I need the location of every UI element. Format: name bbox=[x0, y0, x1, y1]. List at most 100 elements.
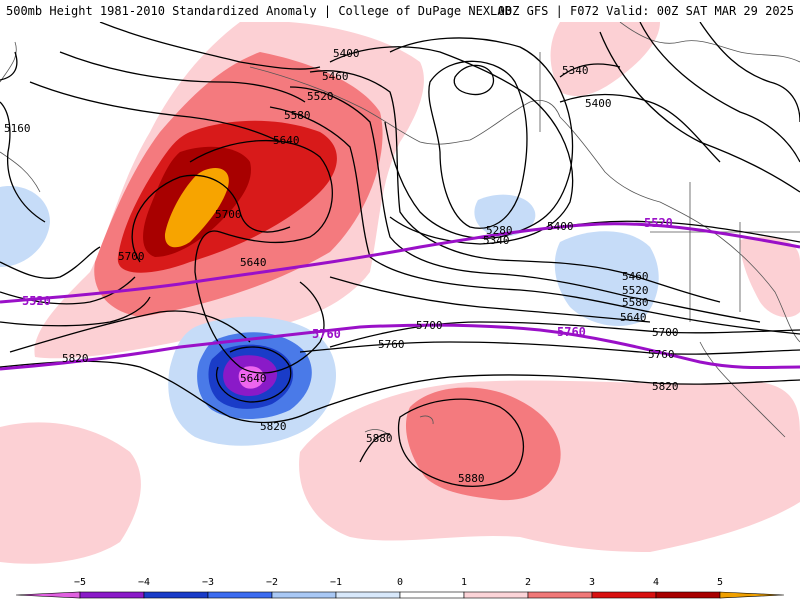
highlight-5520 bbox=[0, 222, 800, 304]
negative-anomaly-1-west bbox=[0, 186, 50, 267]
label-5460-b: 5460 bbox=[622, 270, 649, 283]
label-5880-b: 5880 bbox=[458, 472, 485, 485]
label-5820-b: 5820 bbox=[260, 420, 287, 433]
contour-5640-east bbox=[329, 276, 651, 323]
legend-swatch bbox=[143, 591, 209, 599]
label-5520-hl-a: 5520 bbox=[22, 294, 51, 308]
label-5880-a: 5880 bbox=[366, 432, 393, 445]
label-5520-b: 5520 bbox=[622, 284, 649, 297]
label-5760-hl-b: 5760 bbox=[557, 325, 586, 339]
coastline-canada bbox=[559, 116, 800, 343]
legend-tick-label: 4 bbox=[653, 577, 659, 588]
coastline-north bbox=[619, 22, 800, 63]
legend-tick-label: 2 bbox=[525, 577, 531, 588]
positive-anomaly-1-ne bbox=[550, 22, 660, 97]
legend-tick-label: −5 bbox=[74, 577, 86, 588]
legend-swatch bbox=[207, 591, 273, 599]
contour-5820 bbox=[0, 360, 800, 424]
contour-5340-ne bbox=[559, 63, 621, 78]
label-5640-d: 5640 bbox=[620, 311, 647, 324]
coastline-alaska bbox=[249, 66, 561, 145]
negative-anomaly-5-low bbox=[238, 366, 265, 389]
contour-5160 bbox=[0, 101, 46, 223]
contour-5880 bbox=[397, 398, 525, 487]
legend-colorbar bbox=[15, 591, 785, 599]
label-5340-a: 5340 bbox=[483, 234, 510, 247]
label-5520-hl-b: 5520 bbox=[644, 216, 673, 230]
legend-ticks: −5 −4 −3 −2 −1 0 1 2 3 4 5 bbox=[74, 577, 723, 588]
height-labels: 5160 5280 5340 5340 5400 5400 5400 5460 … bbox=[4, 47, 679, 485]
legend-swatch bbox=[399, 591, 465, 599]
label-5700-a: 5700 bbox=[215, 208, 242, 221]
label-5700-c: 5700 bbox=[416, 319, 443, 332]
contour-5400-east bbox=[559, 220, 800, 243]
legend-swatch bbox=[271, 591, 337, 599]
height-contours bbox=[0, 22, 800, 487]
label-5760-hl-a: 5760 bbox=[312, 327, 341, 341]
legend-tick-label: 1 bbox=[461, 577, 467, 588]
contour-5400-ne bbox=[559, 93, 721, 163]
label-5400-c: 5400 bbox=[547, 220, 574, 233]
label-5460-a: 5460 bbox=[322, 70, 349, 83]
legend-tick-label: 5 bbox=[717, 577, 723, 588]
contour-5280 bbox=[428, 60, 528, 229]
contour-5340 bbox=[384, 37, 574, 239]
model-valid-time: 00Z GFS | F072 Valid: 00Z SAT MAR 29 202… bbox=[497, 4, 794, 18]
contour-5400 bbox=[329, 46, 574, 245]
label-5640-c: 5640 bbox=[240, 372, 267, 385]
label-5760-a: 5760 bbox=[378, 338, 405, 351]
contour-5280-north bbox=[0, 51, 18, 81]
legend-swatch bbox=[591, 591, 657, 599]
label-5640-a: 5640 bbox=[273, 134, 300, 147]
legend-tick-label: −4 bbox=[138, 577, 150, 588]
legend-swatch bbox=[463, 591, 529, 599]
anomaly-legend: −5 −4 −3 −2 −1 0 1 2 3 4 5 bbox=[15, 577, 785, 599]
legend-swatch bbox=[527, 591, 593, 599]
highlight-5760 bbox=[0, 323, 800, 371]
contour-5700 bbox=[131, 174, 291, 263]
label-5520-a: 5520 bbox=[307, 90, 334, 103]
coastline-west bbox=[0, 41, 41, 193]
legend-tick-label: −1 bbox=[330, 577, 342, 588]
highlight-contours bbox=[0, 222, 800, 371]
coastline-baja bbox=[699, 341, 786, 438]
positive-anomaly-5 bbox=[164, 167, 229, 248]
map-header: 500mb Height 1981-2010 Standardized Anom… bbox=[0, 0, 800, 22]
contour-5580 bbox=[269, 106, 800, 335]
contour-5760 bbox=[9, 310, 251, 353]
legend-swatch bbox=[655, 591, 721, 599]
label-5160: 5160 bbox=[4, 122, 31, 135]
contour-5460 bbox=[309, 70, 721, 303]
contour-north-1 bbox=[99, 22, 321, 70]
legend-swatch bbox=[719, 591, 785, 599]
label-5580-b: 5580 bbox=[622, 296, 649, 309]
anomaly-shading bbox=[0, 22, 800, 564]
label-5700-d: 5700 bbox=[652, 326, 679, 339]
highlight-labels: 5520 5520 5760 5760 bbox=[22, 216, 673, 341]
label-5580-a: 5580 bbox=[284, 109, 311, 122]
label-5820-c: 5820 bbox=[652, 380, 679, 393]
negative-anomaly-1-coast bbox=[554, 231, 659, 327]
contour-northeast-2 bbox=[639, 22, 800, 163]
label-5640-b: 5640 bbox=[240, 256, 267, 269]
product-title: 500mb Height 1981-2010 Standardized Anom… bbox=[6, 4, 512, 18]
contour-5700-east bbox=[329, 321, 800, 348]
contour-north-2 bbox=[59, 51, 306, 103]
contour-west-1 bbox=[0, 246, 101, 279]
contour-5520 bbox=[289, 86, 761, 323]
coastline-hawaii bbox=[364, 415, 434, 438]
contour-northeast-3 bbox=[599, 31, 800, 193]
positive-anomaly-1-south bbox=[0, 422, 141, 564]
legend-swatch bbox=[335, 591, 401, 599]
label-5340-b: 5340 bbox=[562, 64, 589, 77]
legend-swatch bbox=[15, 591, 81, 599]
contour-5640 bbox=[189, 139, 333, 374]
label-5700-b: 5700 bbox=[118, 250, 145, 263]
anomaly-map: 5160 5280 5340 5340 5400 5400 5400 5460 … bbox=[0, 22, 800, 564]
label-5280: 5280 bbox=[486, 224, 513, 237]
contour-5880-west bbox=[359, 433, 391, 463]
legend-swatch bbox=[79, 591, 145, 599]
contour-west-3 bbox=[0, 296, 151, 327]
positive-anomaly-2-subtropic bbox=[405, 387, 561, 501]
label-5400-a: 5400 bbox=[333, 47, 360, 60]
